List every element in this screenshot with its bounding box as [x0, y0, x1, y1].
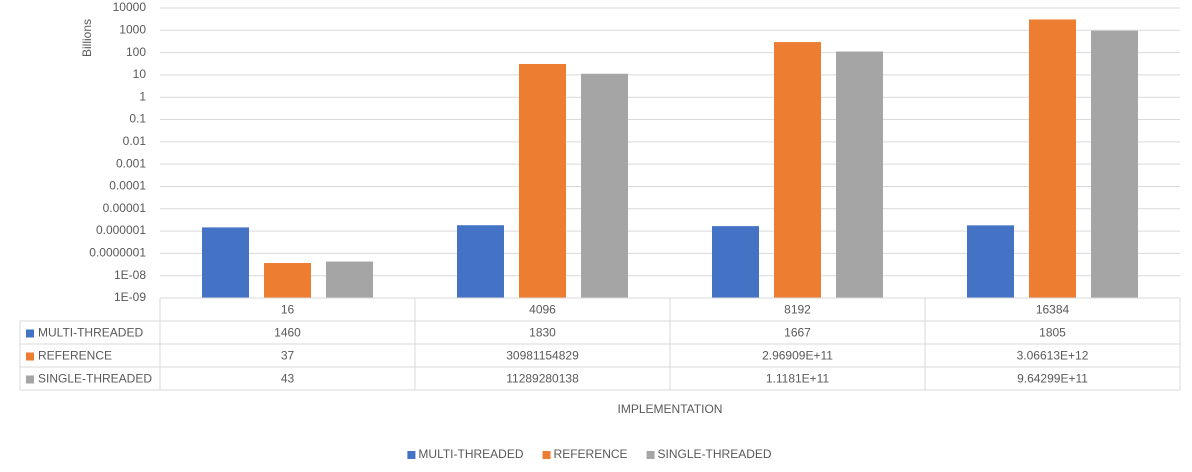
bar	[264, 263, 311, 298]
x-tick-label: 8192	[784, 303, 811, 317]
legend-key	[646, 451, 655, 459]
legend-label: MULTI-THREADED	[418, 447, 523, 461]
y-tick-label: 0.000001	[96, 223, 146, 237]
y-tick-label: 0.0001	[109, 179, 146, 193]
bar	[519, 63, 566, 299]
y-tick-label: 0.0000001	[89, 246, 146, 260]
legend-label: REFERENCE	[554, 447, 628, 461]
bar	[967, 225, 1014, 298]
table-row-header: SINGLE-THREADED	[38, 372, 152, 386]
table-cell: 1805	[1039, 326, 1066, 340]
y-tick-label: 0.1	[129, 112, 146, 126]
y-tick-label: 10000	[113, 0, 147, 14]
legend-key	[407, 451, 416, 459]
bar	[457, 225, 504, 298]
y-tick-label: 10	[133, 67, 147, 81]
bar	[712, 226, 759, 298]
bar	[1091, 30, 1138, 299]
y-tick-label: 0.001	[116, 156, 146, 170]
y-tick-label: 1	[139, 89, 146, 103]
table-legend-key	[26, 329, 34, 338]
y-tick-label: 0.00001	[103, 201, 147, 215]
y-tick-label: 0.01	[123, 134, 147, 148]
y-tick-label: 1E-08	[114, 268, 146, 282]
table-row-header: MULTI-THREADED	[38, 326, 143, 340]
x-tick-label: 4096	[529, 303, 556, 317]
bar	[774, 42, 821, 298]
bar	[836, 51, 883, 299]
table-cell: 1.1181E+11	[766, 372, 830, 386]
x-tick-label: 16384	[1036, 303, 1070, 317]
y-tick-label: 1000	[119, 22, 146, 36]
legend-key	[542, 451, 551, 459]
table-legend-key	[26, 352, 34, 361]
table-cell: 2.96909E+11	[762, 349, 833, 363]
table-cell: 1830	[529, 326, 556, 340]
table-cell: 11289280138	[506, 372, 579, 386]
table-cell: 43	[281, 372, 295, 386]
bar	[581, 73, 628, 298]
table-cell: 3.06613E+12	[1017, 349, 1089, 363]
table-cell: 9.64299E+11	[1017, 372, 1088, 386]
x-tick-label: 16	[281, 303, 295, 317]
bar	[1029, 19, 1076, 299]
table-row-header: REFERENCE	[38, 349, 112, 363]
table-cell: 30981154829	[506, 349, 579, 363]
x-axis-title: IMPLEMENTATION	[618, 402, 723, 416]
bar	[326, 261, 373, 298]
table-legend-key	[26, 375, 34, 384]
y-axis-title: Billions	[80, 19, 94, 57]
table-cell: 1460	[274, 326, 301, 340]
legend-label: SINGLE-THREADED	[658, 447, 772, 461]
table-cell: 37	[281, 349, 295, 363]
y-tick-label: 100	[126, 45, 146, 59]
table-cell: 1667	[784, 326, 811, 340]
bar	[202, 227, 249, 298]
y-tick-label: 1E-09	[114, 290, 146, 304]
